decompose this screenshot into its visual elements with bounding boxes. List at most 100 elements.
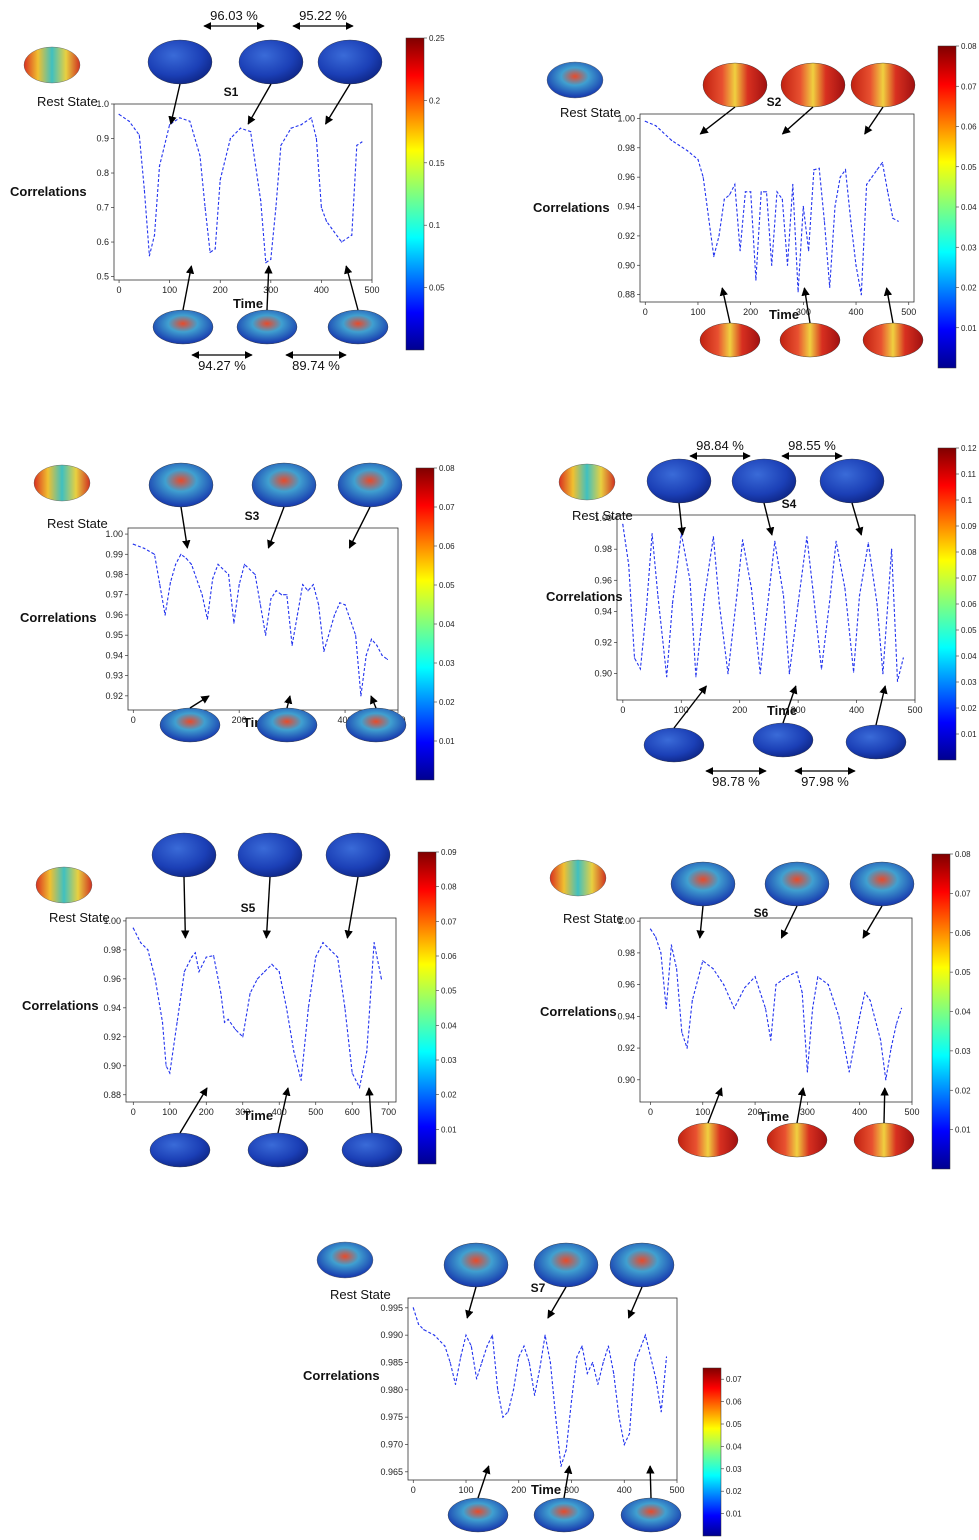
- data-point: [286, 594, 288, 596]
- data-point: [844, 587, 846, 589]
- plot-frame: [125, 917, 397, 1103]
- plot-frame: [639, 917, 913, 1103]
- trough-arrow: [179, 1087, 208, 1134]
- data-point: [205, 956, 207, 958]
- data-point: [238, 584, 240, 586]
- state-shape-peak: [731, 458, 797, 504]
- y-tick-label: 0.98: [594, 544, 612, 554]
- colorbar-tick-label: 0.06: [726, 1398, 742, 1407]
- y-tick-label: 0.98: [105, 570, 123, 580]
- data-point: [657, 595, 659, 597]
- data-point: [818, 167, 820, 169]
- colorbar-tick-label: 0.02: [726, 1487, 742, 1496]
- colorbar-tick-label: 0.1: [961, 496, 973, 505]
- data-point: [180, 553, 182, 555]
- x-tick-label: 0: [648, 1107, 653, 1117]
- data-point: [333, 614, 336, 616]
- data-point: [592, 1361, 594, 1364]
- state-shape-peak: [147, 39, 213, 85]
- panel-s3: 01002003004005000.920.930.940.950.960.97…: [20, 462, 455, 781]
- data-point: [454, 1383, 457, 1385]
- colorbar: [931, 853, 951, 1170]
- state-shape-trough: [677, 1122, 739, 1158]
- y-tick-label: 0.90: [103, 1061, 121, 1071]
- data-point: [460, 1356, 462, 1358]
- data-point: [234, 1029, 237, 1031]
- x-tick-label: 300: [796, 307, 811, 317]
- similarity-label: 89.74 %: [292, 358, 340, 373]
- x-tick-label: 500: [364, 285, 379, 295]
- data-point: [264, 971, 266, 973]
- rest-state-label: Rest State: [47, 516, 108, 531]
- panel-s6: 0 100 200 300 400 500 0.90 0.92 0.94 0.96 0.98 1.00…: [540, 850, 971, 1170]
- data-point: [812, 1007, 814, 1010]
- data-point: [839, 176, 841, 178]
- y-tick-label: 0.5: [96, 272, 109, 282]
- rest-state-label: Rest State: [563, 911, 624, 926]
- x-tick-label: 100: [695, 1107, 710, 1117]
- state-shape-trough: [447, 1497, 509, 1533]
- data-point: [760, 191, 762, 193]
- series-line: [118, 113, 363, 264]
- x-tick-label: 500: [669, 1485, 684, 1495]
- rest-state-shape: [35, 866, 93, 904]
- y-tick-label: 0.96: [103, 974, 121, 984]
- y-tick-label: 1.00: [594, 513, 612, 523]
- colorbar: [937, 45, 957, 369]
- state-shape-peak: [325, 832, 391, 878]
- data-point: [370, 638, 373, 640]
- data-point: [770, 1039, 772, 1041]
- data-point: [290, 127, 292, 129]
- x-tick-label: 0: [131, 715, 136, 725]
- y-tick-label: 0.90: [617, 260, 635, 270]
- state-shape-peak: [237, 832, 303, 878]
- colorbar-tick-label: 0.07: [961, 574, 977, 583]
- chart-title: S7: [531, 1281, 546, 1295]
- peak-arrow: [547, 1286, 567, 1319]
- y-tick-label: 0.92: [617, 1043, 635, 1053]
- data-point: [876, 169, 878, 171]
- data-point: [651, 533, 653, 535]
- y-tick-label: 0.975: [380, 1412, 403, 1422]
- y-tick-label: 1.0: [96, 99, 109, 109]
- state-shape-peak: [850, 62, 916, 108]
- data-point: [876, 603, 878, 605]
- data-point: [645, 610, 647, 613]
- data-point: [344, 604, 346, 606]
- data-point: [835, 540, 837, 543]
- x-axis-label: Time: [233, 296, 263, 311]
- data-point: [776, 191, 778, 193]
- x-axis-label: Time: [531, 1482, 561, 1497]
- data-point: [265, 262, 267, 264]
- data-point: [233, 622, 235, 624]
- data-point: [153, 553, 156, 555]
- colorbar-tick-label: 0.07: [955, 889, 971, 898]
- state-shape-trough: [236, 309, 298, 345]
- data-point: [228, 573, 230, 576]
- data-point: [801, 992, 803, 994]
- peak-arrow: [168, 83, 181, 125]
- data-point: [900, 1007, 903, 1010]
- data-point: [649, 928, 652, 930]
- data-point: [613, 1372, 615, 1374]
- data-point: [750, 191, 752, 193]
- data-point: [670, 944, 673, 946]
- data-point: [366, 1050, 368, 1052]
- x-tick-label: 300: [235, 1107, 250, 1117]
- plot-frame: [407, 1297, 678, 1481]
- rest-state-shape: [546, 61, 604, 99]
- x-tick-label: 100: [690, 307, 705, 317]
- trough-arrow: [782, 685, 798, 724]
- data-point: [518, 1356, 520, 1358]
- data-point: [310, 117, 312, 119]
- trough-arrow: [477, 1465, 491, 1499]
- data-point: [902, 657, 904, 659]
- data-point: [702, 176, 704, 178]
- data-point: [739, 250, 741, 252]
- x-tick-label: 0: [643, 307, 648, 317]
- colorbar-tick-label: 0.03: [726, 1465, 742, 1474]
- trough-arrow: [719, 287, 731, 324]
- data-point: [859, 1015, 861, 1017]
- colorbar-tick-label: 0.05: [961, 163, 977, 172]
- colorbar-tick-label: 0.09: [961, 522, 977, 531]
